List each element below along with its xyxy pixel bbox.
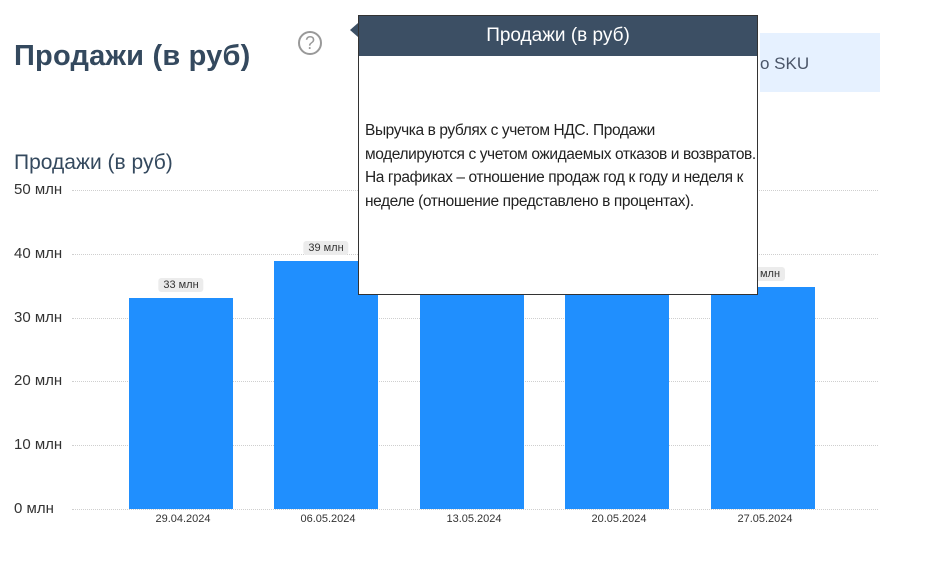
y-tick: 20 млн [14, 372, 63, 389]
tooltip-arrow [350, 23, 358, 37]
y-tick: 50 млн [14, 181, 63, 198]
x-tick: 20.05.2024 [591, 513, 647, 525]
y-tick: 0 млн [14, 500, 54, 517]
x-tick: 13.05.2024 [446, 513, 502, 525]
bar-label: 33 млн [158, 278, 204, 292]
page-title: Продажи (в руб) [14, 40, 251, 72]
bar[interactable] [565, 288, 669, 509]
sku-button[interactable] [760, 33, 880, 92]
x-tick: 27.05.2024 [737, 513, 793, 525]
y-tick: 30 млн [14, 309, 63, 326]
y-tick: 40 млн [14, 245, 63, 262]
tooltip-title: Продажи (в руб) [359, 16, 757, 56]
x-tick: 29.04.2024 [155, 513, 211, 525]
help-icon[interactable]: ? [298, 31, 322, 55]
bar-label: млн [754, 267, 786, 281]
chart-title: Продажи (в руб) [14, 151, 173, 174]
y-tick: 10 млн [14, 436, 63, 453]
x-tick: 06.05.2024 [300, 513, 356, 525]
tooltip-body: Выручка в рублях с учетом НДС. Продажи м… [365, 122, 756, 210]
bar[interactable] [420, 288, 524, 509]
gridline [72, 509, 878, 510]
bar-label: 39 млн [303, 241, 349, 255]
bar[interactable] [711, 287, 815, 509]
sku-button-label: o SKU [760, 54, 810, 73]
tooltip: Продажи (в руб) Выручка в рублях с учето… [358, 15, 758, 295]
bar[interactable] [129, 298, 233, 509]
bar[interactable] [274, 261, 378, 509]
